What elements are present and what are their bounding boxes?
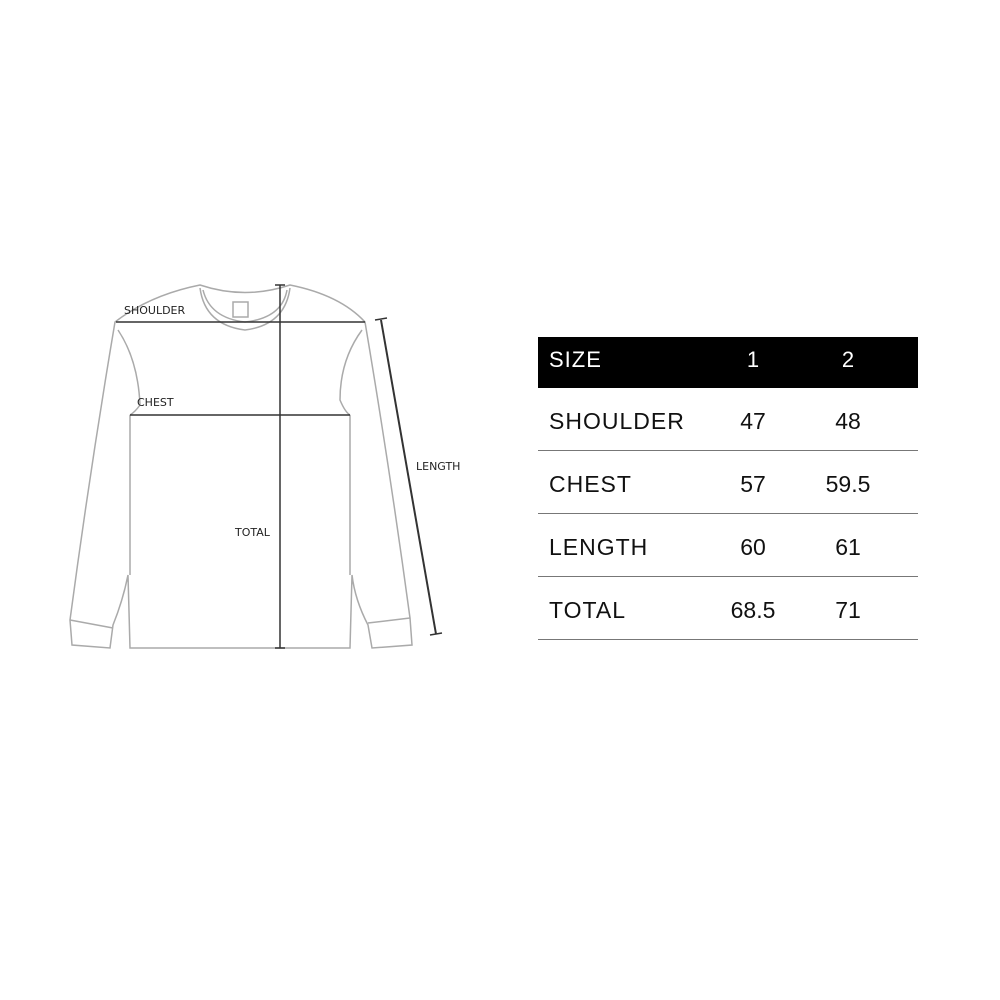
length-label: LENGTH: [416, 460, 460, 473]
total-label: TOTAL: [234, 526, 271, 539]
shirt-outline: [69, 284, 413, 649]
row-label: CHEST: [549, 471, 632, 497]
table-row: LENGTH 60 61: [538, 514, 918, 577]
cell-value: 48: [835, 408, 861, 434]
cell-value: 57: [740, 471, 766, 497]
size-table: SIZE 1 2 SHOULDER 47 48 CHEST 57 59.5 LE…: [538, 337, 918, 640]
cell-value: 71: [835, 597, 861, 623]
table-row: SHOULDER 47 48: [538, 388, 918, 451]
table-row: CHEST 57 59.5: [538, 451, 918, 514]
row-label: SHOULDER: [549, 408, 685, 434]
length-measure-line: [380, 319, 437, 635]
measure-lines: [116, 284, 443, 649]
table-row: TOTAL 68.5 71: [538, 577, 918, 640]
shoulder-label: SHOULDER: [124, 304, 186, 317]
table-header: SIZE 1 2: [538, 337, 918, 388]
row-label: LENGTH: [549, 534, 649, 560]
cell-value: 60: [740, 534, 766, 560]
cell-value: 68.5: [730, 597, 776, 623]
header-size-2: 2: [841, 347, 855, 372]
cell-value: 47: [740, 408, 766, 434]
row-label: TOTAL: [549, 597, 626, 623]
header-size: SIZE: [549, 347, 602, 372]
header-size-1: 1: [746, 347, 760, 372]
cell-value: 59.5: [825, 471, 871, 497]
chest-label: CHEST: [137, 396, 174, 409]
cell-value: 61: [835, 534, 861, 560]
